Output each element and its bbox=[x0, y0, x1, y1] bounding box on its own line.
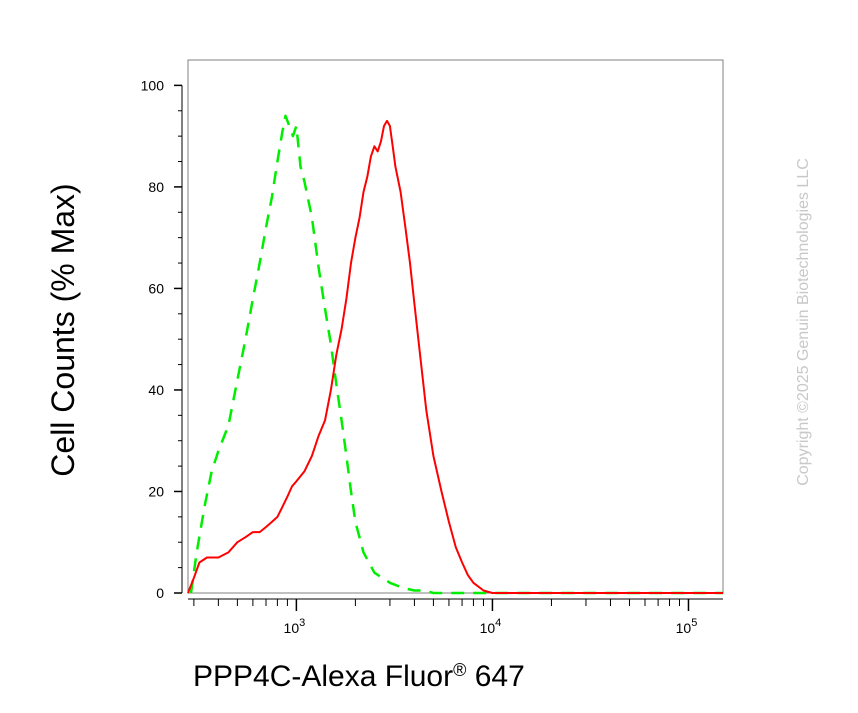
y-axis-label: Cell Counts (% Max) bbox=[45, 183, 81, 476]
x-axis-label: PPP4C-Alexa Fluor® 647 bbox=[193, 660, 525, 693]
y-tick-label: 60 bbox=[148, 280, 164, 296]
x-tick-label: 104 bbox=[480, 617, 502, 636]
series-layer bbox=[187, 114, 723, 595]
x-tick-label: 103 bbox=[284, 617, 306, 636]
plot-frame bbox=[187, 59, 724, 594]
x-tick-label: 105 bbox=[676, 617, 698, 636]
y-tick-label: 20 bbox=[148, 483, 164, 499]
x-axis-label-main: PPP4C-Alexa Fluor bbox=[193, 660, 453, 693]
y-tick-label: 40 bbox=[148, 382, 164, 398]
x-axis: 103 104 105 bbox=[188, 598, 723, 636]
copyright-text: Copyright ©2025 Genuin Biotechnologies L… bbox=[795, 158, 812, 486]
series-line-1 bbox=[187, 119, 723, 594]
y-axis: 0 20 40 60 80 100 bbox=[141, 77, 183, 601]
series-line-0 bbox=[189, 114, 723, 595]
y-tick-label: 100 bbox=[141, 77, 165, 93]
x-axis-label-tail: 647 bbox=[466, 660, 524, 693]
y-tick-label: 0 bbox=[156, 585, 164, 601]
x-axis-label-registered: ® bbox=[453, 660, 466, 680]
y-tick-label: 80 bbox=[148, 179, 164, 195]
